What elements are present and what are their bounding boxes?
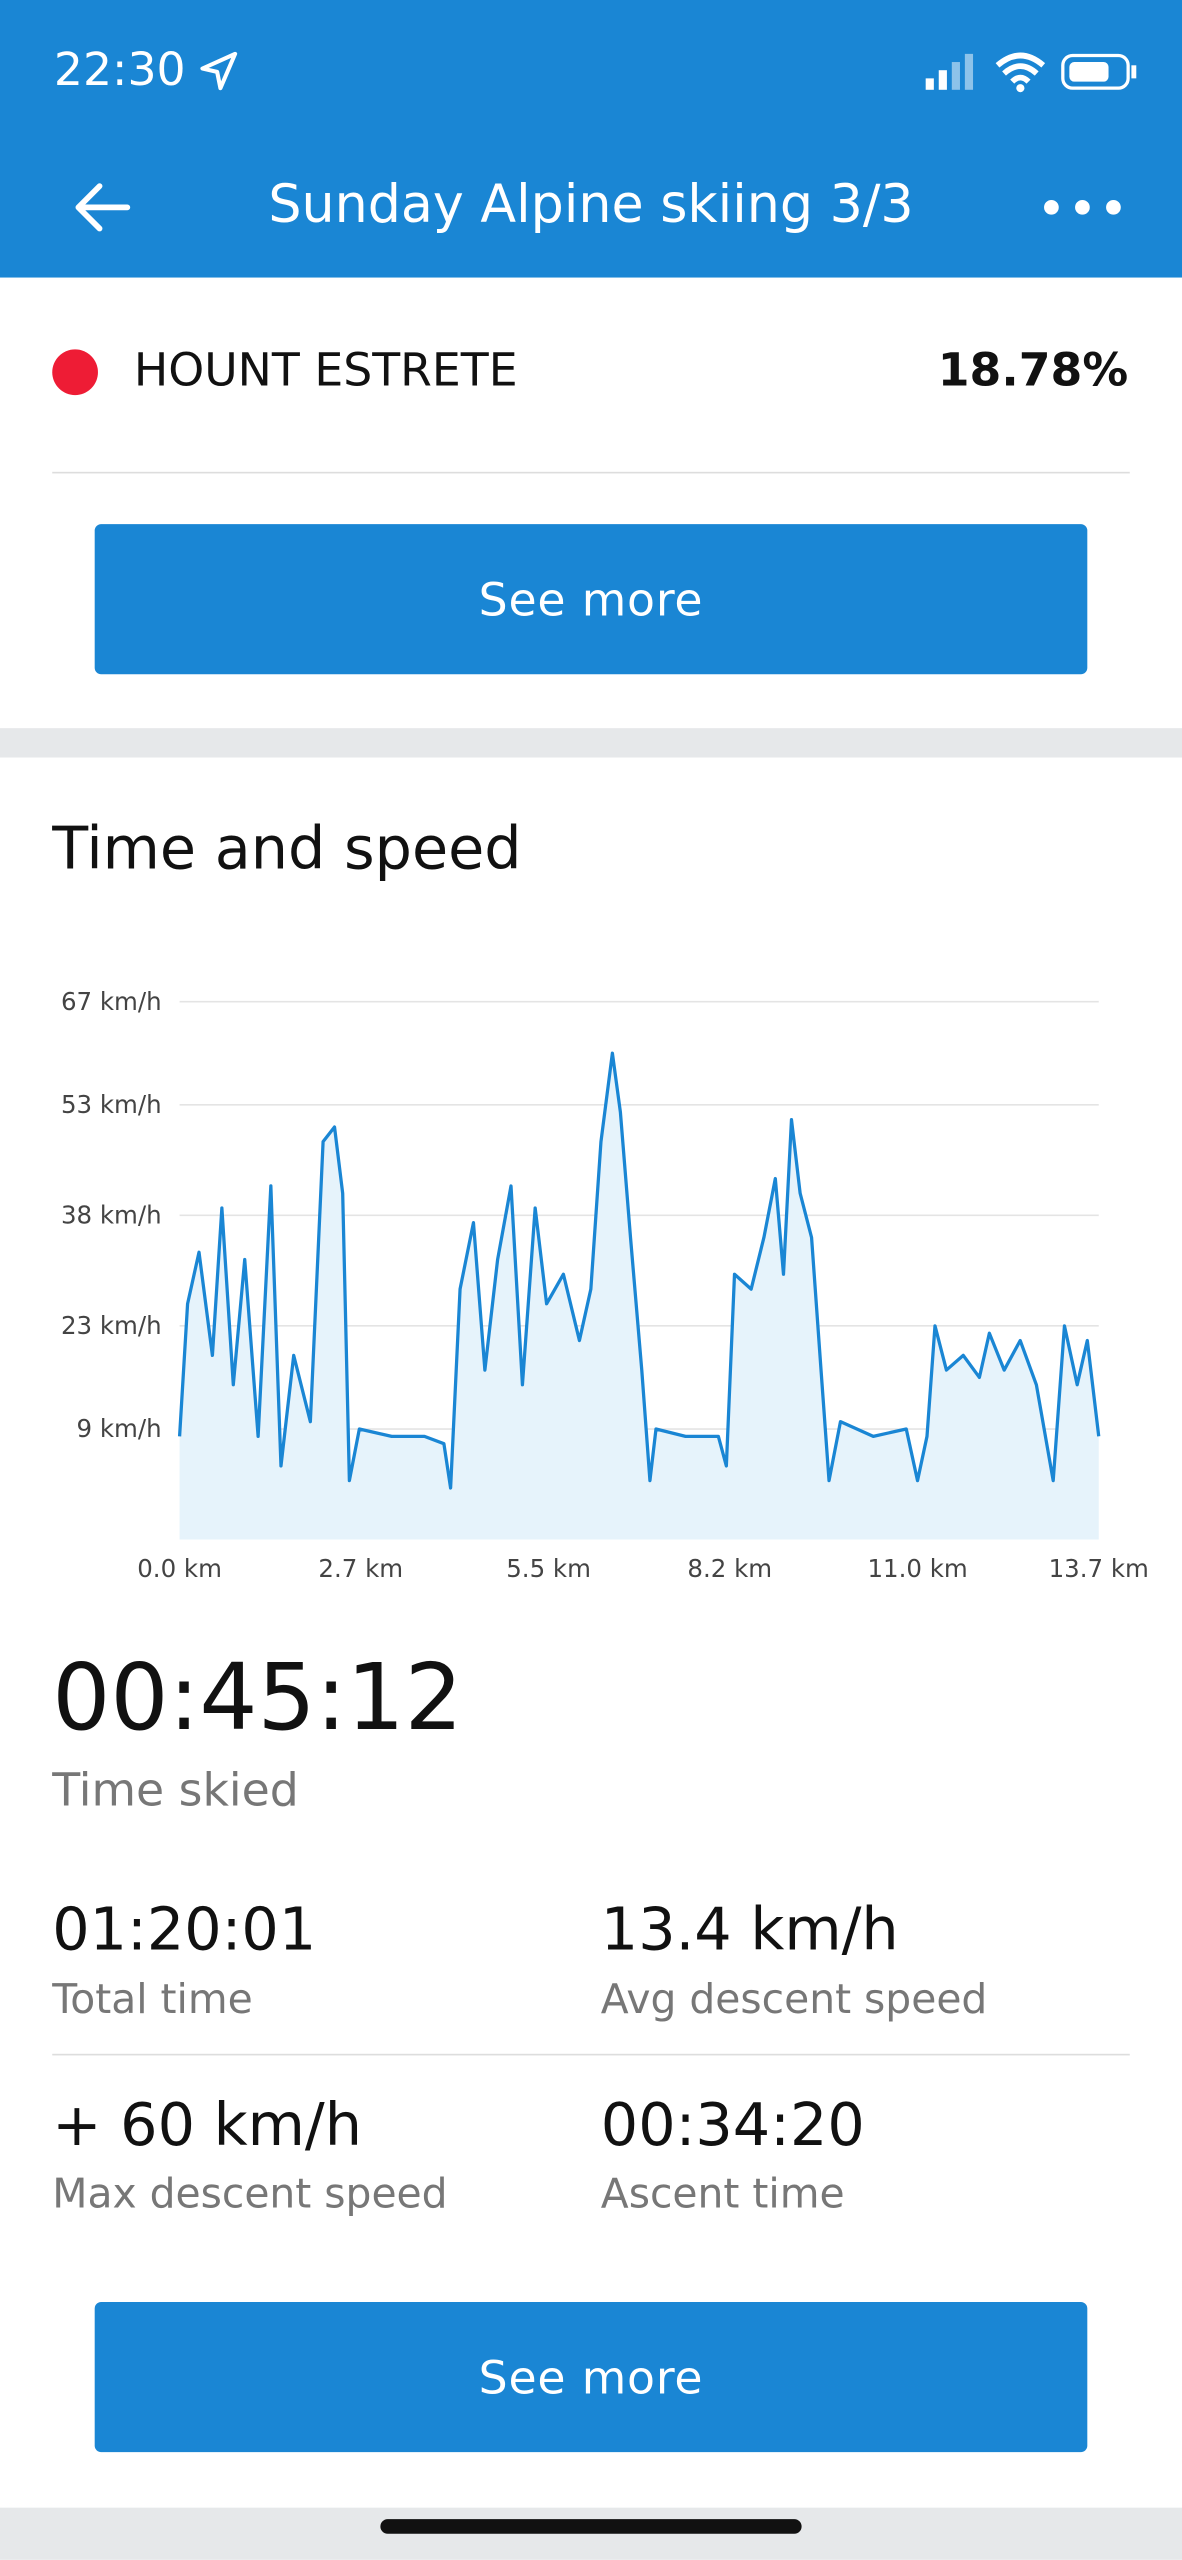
- bottom-gap: [0, 2507, 1182, 2560]
- stat-label: Max descent speed: [52, 2169, 448, 2218]
- y-tick-label: 23 km/h: [61, 1311, 162, 1340]
- area-fill: [179, 1053, 1099, 1540]
- y-tick-label: 38 km/h: [61, 1201, 162, 1230]
- main-stat-label: Time skied: [52, 1763, 299, 1818]
- y-tick-label: 53 km/h: [61, 1090, 162, 1119]
- speed-line: [177, 1051, 1101, 1490]
- stat-value: 13.4 km/h: [600, 1897, 899, 1965]
- x-tick-label: 2.7 km: [318, 1554, 403, 1583]
- divider: [52, 471, 1130, 474]
- page-title: Sunday Alpine skiing 3/3: [268, 173, 914, 236]
- main-stat-value: 00:45:12: [52, 1645, 463, 1752]
- stat-value: 01:20:01: [52, 1897, 317, 1965]
- more-menu[interactable]: [1038, 193, 1129, 222]
- x-tick-label: 11.0 km: [867, 1554, 967, 1583]
- y-tick-label: 67 km/h: [61, 987, 162, 1016]
- stat-value: + 60 km/h: [52, 2092, 363, 2160]
- top-bar: 22:30 Sunday Alpine skiing 3/3: [0, 0, 1182, 278]
- x-tick-label: 5.5 km: [506, 1554, 591, 1583]
- run-name: HOUNT ESTRETE: [133, 342, 518, 397]
- location-icon: [200, 51, 238, 91]
- divider: [52, 2053, 1130, 2056]
- stat-value: 00:34:20: [600, 2092, 865, 2160]
- speed-chart: 9 km/h 23 km/h 38 km/h 53 km/h 67 km/h 0.0 km…: [61, 987, 1149, 1583]
- back-button[interactable]: [72, 180, 137, 236]
- status-icons: [925, 52, 1137, 93]
- see-more-button[interactable]: See more: [94, 2301, 1088, 2453]
- stat-label: Total time: [52, 1975, 253, 2023]
- run-color-dot: [52, 349, 98, 396]
- stat-label: Ascent time: [600, 2169, 845, 2218]
- section-gap: [0, 728, 1182, 758]
- x-tick-label: 13.7 km: [1049, 1554, 1149, 1583]
- y-tick-label: 9 km/h: [77, 1414, 162, 1443]
- section-title: Time and speed: [52, 816, 522, 884]
- x-tick-label: 0.0 km: [137, 1554, 222, 1583]
- x-tick-label: 8.2 km: [687, 1554, 772, 1583]
- home-indicator: [380, 2519, 802, 2534]
- run-value: 18.78%: [937, 342, 1129, 397]
- status-time: 22:30: [53, 42, 186, 97]
- stat-label: Avg descent speed: [600, 1975, 988, 2023]
- see-more-button[interactable]: See more: [94, 524, 1088, 675]
